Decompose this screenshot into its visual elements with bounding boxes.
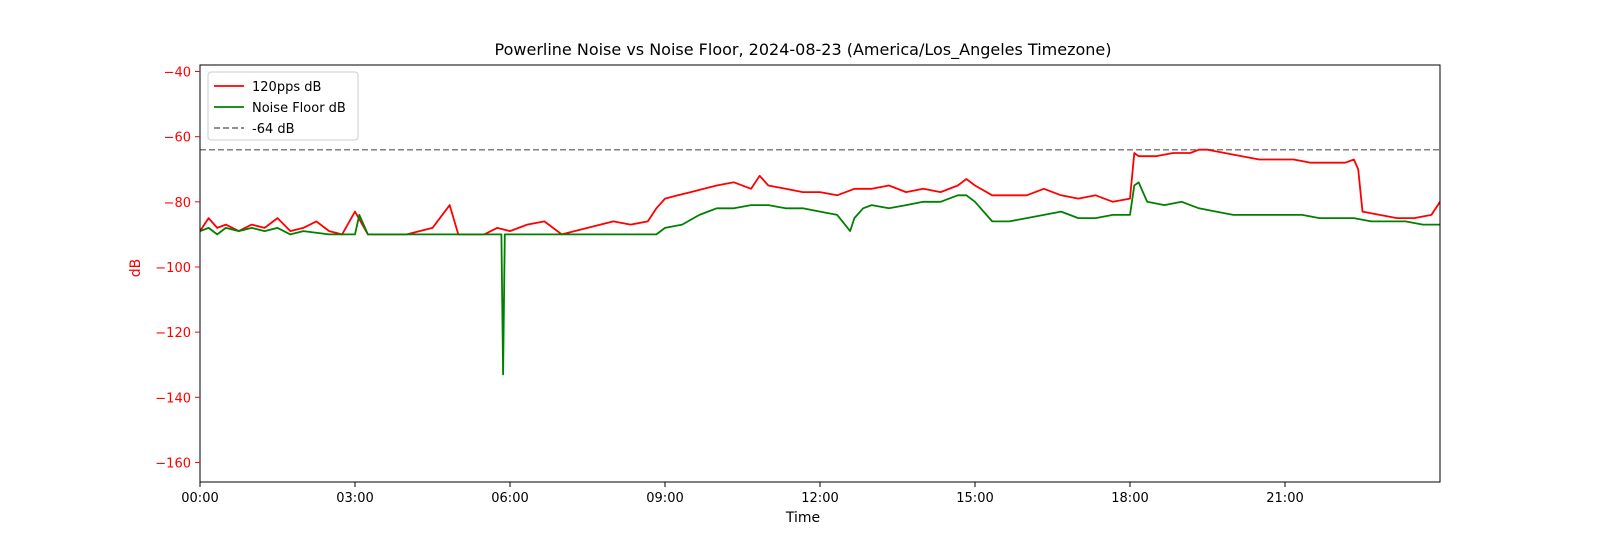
y-axis-label: dB: [128, 259, 144, 278]
x-tick-label: 15:00: [956, 491, 993, 506]
legend: 120pps dB Noise Floor dB -64 dB: [207, 71, 359, 141]
y-tick-label: −160: [155, 456, 191, 471]
x-axis-label: Time: [785, 510, 820, 526]
series-line-noise-floor: [200, 181, 1440, 376]
x-tick-label: 06:00: [491, 491, 528, 506]
y-tick-label: −80: [164, 196, 191, 211]
y-tick-label: −140: [155, 391, 191, 406]
legend-label: Noise Floor dB: [252, 101, 346, 116]
x-tick-label: 03:00: [336, 491, 373, 506]
legend-label: -64 dB: [252, 122, 295, 137]
x-tick-label: 09:00: [646, 491, 683, 506]
x-tick-label: 18:00: [1111, 491, 1148, 506]
y-tick-label: −120: [155, 326, 191, 341]
y-tick-label: −100: [155, 261, 191, 276]
y-tick-label: −60: [164, 131, 191, 146]
plot-frame: [199, 64, 1441, 483]
x-tick-label: 00:00: [181, 491, 218, 506]
x-tick-label: 21:00: [1266, 491, 1303, 506]
x-tick-label: 12:00: [801, 491, 838, 506]
plot-area: −40 −60 −80 −100 −120 −140 −160 00:00 03:00 06:00…: [155, 64, 1441, 506]
chart-title: Powerline Noise vs Noise Floor, 2024-08-…: [495, 40, 1112, 60]
y-tick-label: −40: [164, 66, 191, 81]
series-line-120pps: [200, 148, 1440, 236]
legend-box: [207, 71, 359, 141]
legend-label: 120pps dB: [252, 80, 321, 95]
